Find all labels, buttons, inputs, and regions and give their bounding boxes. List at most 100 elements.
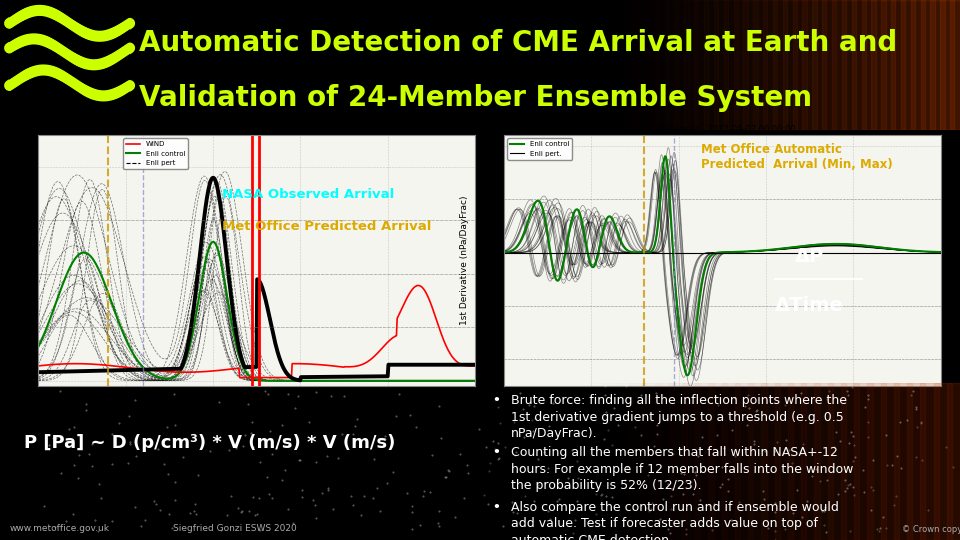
Point — [260, 390, 276, 399]
Bar — [636, 0, 660, 130]
Bar — [803, 0, 827, 130]
Point — [486, 437, 501, 445]
Point — [588, 510, 604, 518]
Point — [545, 399, 561, 408]
Bar — [645, 0, 669, 130]
Point — [439, 472, 454, 481]
Point — [720, 475, 735, 483]
Point — [567, 516, 583, 524]
Point — [569, 497, 585, 505]
Bar — [891, 0, 915, 130]
Point — [875, 513, 890, 522]
Point — [869, 524, 884, 533]
Enli control — [362, 377, 373, 384]
Point — [186, 507, 202, 516]
Point — [370, 483, 385, 492]
Point — [257, 387, 273, 395]
Point — [892, 417, 907, 426]
Text: •: • — [492, 394, 500, 407]
Point — [856, 487, 872, 496]
Point — [281, 441, 297, 449]
Point — [404, 524, 420, 533]
Point — [814, 507, 829, 516]
Bar — [724, 0, 748, 130]
Bar — [629, 383, 660, 540]
Point — [800, 497, 815, 505]
Point — [690, 452, 706, 461]
Bar — [704, 0, 728, 130]
Bar — [832, 0, 856, 130]
Point — [240, 400, 255, 409]
Point — [433, 434, 448, 442]
Enli control — [231, 344, 243, 350]
Point — [905, 386, 921, 395]
Point — [760, 523, 776, 532]
Point — [564, 446, 579, 454]
Point — [732, 497, 747, 506]
Point — [166, 390, 181, 399]
Bar — [586, 0, 610, 130]
Point — [377, 435, 393, 443]
Point — [59, 517, 74, 525]
Enli control — [110, 310, 122, 317]
Point — [832, 437, 848, 445]
Bar — [854, 383, 886, 540]
Point — [884, 460, 900, 469]
Point — [59, 435, 74, 443]
Point — [224, 491, 239, 500]
Text: Validation of 24-Member Ensemble System: Validation of 24-Member Ensemble System — [139, 84, 812, 112]
Bar — [682, 383, 713, 540]
Bar — [773, 0, 797, 130]
Point — [391, 390, 406, 399]
Point — [679, 525, 694, 534]
Point — [746, 437, 761, 445]
Point — [687, 468, 703, 476]
Point — [280, 390, 296, 399]
Point — [431, 507, 446, 515]
Bar — [940, 0, 960, 130]
Point — [366, 454, 381, 463]
Point — [415, 491, 430, 500]
Point — [644, 499, 660, 508]
Bar — [911, 0, 935, 130]
Point — [508, 448, 523, 456]
Point — [789, 486, 804, 495]
Point — [893, 463, 908, 472]
Point — [413, 521, 428, 529]
Bar — [664, 0, 688, 130]
Point — [84, 440, 100, 448]
Point — [778, 525, 793, 534]
Point — [837, 476, 852, 484]
Bar — [841, 383, 873, 540]
Point — [604, 441, 619, 449]
Point — [651, 518, 666, 526]
Point — [641, 507, 657, 516]
Point — [122, 440, 137, 448]
Bar — [596, 0, 620, 130]
Point — [431, 522, 446, 531]
Point — [550, 496, 565, 505]
Point — [167, 420, 182, 429]
Point — [259, 472, 275, 481]
Point — [452, 450, 468, 458]
Point — [720, 487, 735, 495]
Point — [53, 387, 68, 395]
Point — [330, 454, 346, 462]
Point — [843, 527, 858, 536]
Point — [878, 431, 894, 440]
Point — [430, 518, 445, 527]
Point — [245, 443, 260, 451]
Point — [408, 422, 423, 431]
Point — [688, 471, 704, 480]
Point — [628, 446, 643, 455]
Point — [526, 497, 541, 505]
Point — [402, 410, 418, 419]
Legend: Enli control, Enli pert.: Enli control, Enli pert. — [508, 138, 572, 159]
Point — [677, 469, 692, 478]
Point — [685, 489, 701, 498]
Point — [175, 453, 190, 462]
Point — [53, 468, 68, 477]
Bar — [695, 383, 727, 540]
Point — [939, 443, 954, 451]
Point — [203, 447, 218, 455]
